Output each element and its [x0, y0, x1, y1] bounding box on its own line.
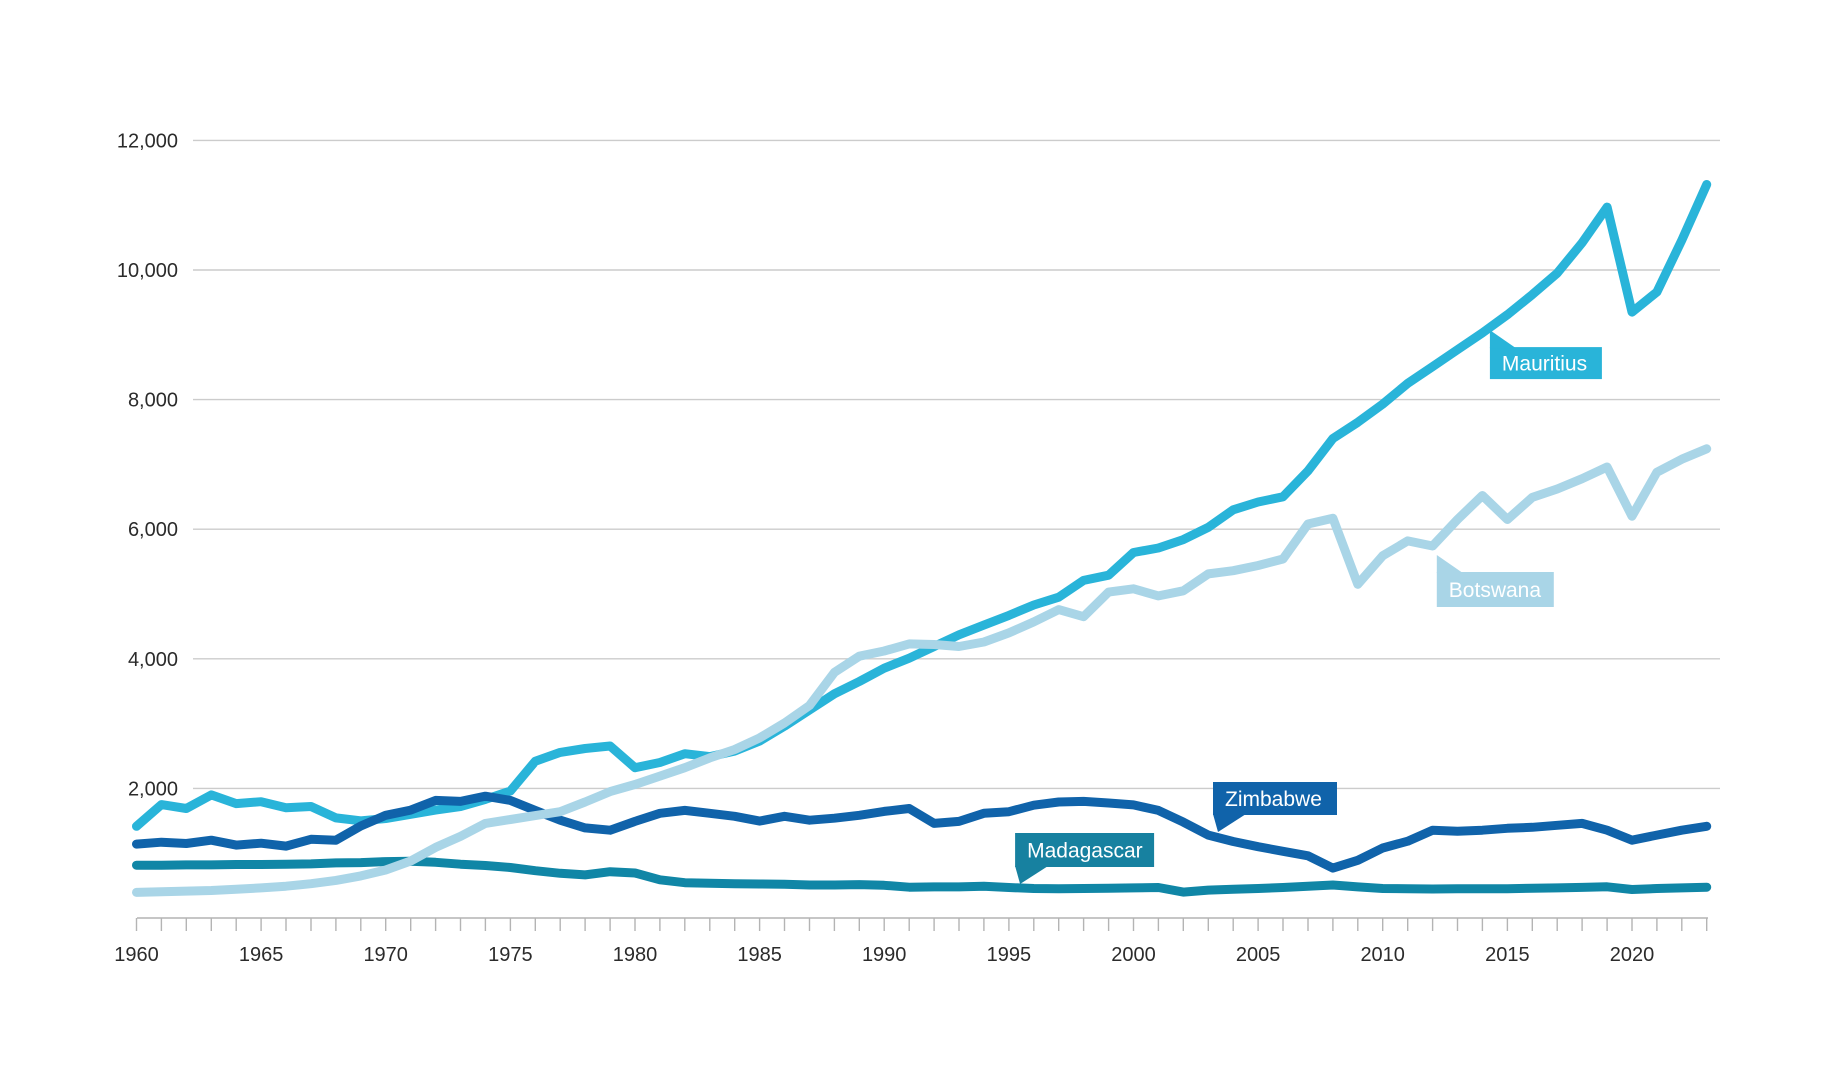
- series-labels: Mauritius Botswana Zimbabwe Madagascar: [1015, 330, 1602, 884]
- x-tick-label: 2020: [1610, 944, 1655, 966]
- x-axis-labels: 1960 1965 1970 1975 1980 1985 1990 1995 2000 2005…: [114, 944, 1654, 966]
- x-tick-label: 2000: [1111, 944, 1156, 966]
- x-tick-label: 1995: [987, 944, 1032, 966]
- series-label-zimbabwe[interactable]: Zimbabwe: [1212, 782, 1337, 832]
- x-axis: [135, 917, 1708, 931]
- y-tick-label: 10,000: [117, 260, 178, 282]
- x-tick-label: 1970: [363, 944, 408, 966]
- series-label-mauritius[interactable]: Mauritius: [1489, 330, 1602, 380]
- label-box: [1213, 782, 1337, 815]
- x-tick-label: 2005: [1236, 944, 1281, 966]
- y-tick-label: 8,000: [128, 390, 178, 412]
- label-pointer: [1212, 813, 1246, 832]
- series-lines: [132, 180, 1712, 897]
- label-pointer: [1015, 865, 1049, 884]
- series-label-madagascar[interactable]: Madagascar: [1015, 833, 1155, 884]
- label-pointer: [1436, 554, 1463, 573]
- x-tick-label: 1960: [114, 944, 159, 966]
- x-tick-label: 1965: [239, 944, 284, 966]
- label-box: [1015, 833, 1155, 867]
- label-text: Madagascar: [1027, 840, 1143, 863]
- x-tick-label: 1985: [737, 944, 782, 966]
- y-tick-label: 4,000: [128, 649, 178, 671]
- y-gridlines: [193, 139, 1720, 790]
- y-tick-label: 2,000: [128, 778, 178, 800]
- x-tick-label: 2015: [1485, 944, 1530, 966]
- y-tick-label: 6,000: [128, 519, 178, 541]
- zimbabwe-line[interactable]: [132, 791, 1712, 873]
- label-text: Mauritius: [1502, 353, 1587, 376]
- botswana-line[interactable]: [132, 444, 1712, 897]
- label-pointer: [1489, 330, 1516, 349]
- series-label-botswana[interactable]: Botswana: [1436, 554, 1554, 607]
- x-tick-label: 1990: [862, 944, 907, 966]
- label-box: [1436, 572, 1554, 607]
- label-text: Zimbabwe: [1225, 788, 1322, 811]
- y-axis-labels: 2,000 4,000 6,000 8,000 10,000 12,000: [117, 130, 178, 800]
- x-tick-label: 1980: [613, 944, 658, 966]
- label-box: [1489, 347, 1602, 380]
- x-tick-label: 2010: [1360, 944, 1405, 966]
- label-text: Botswana: [1449, 579, 1542, 602]
- y-tick-label: 12,000: [117, 130, 178, 152]
- x-tick-label: 1975: [488, 944, 533, 966]
